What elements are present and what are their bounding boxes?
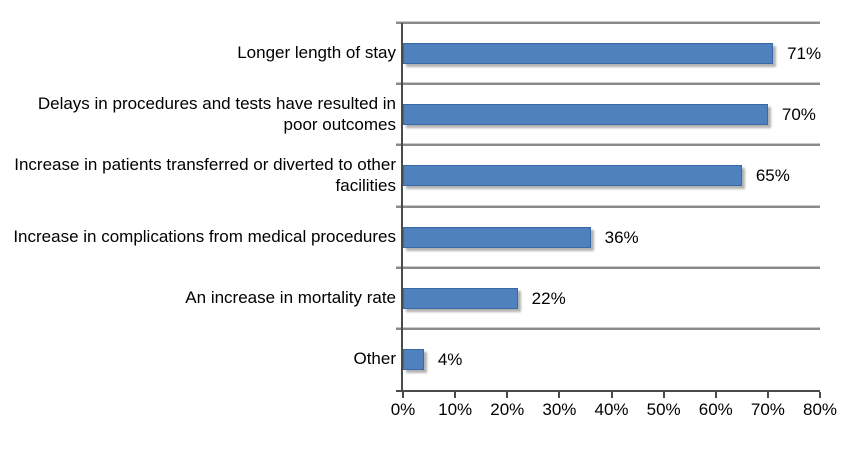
x-axis-tick	[610, 392, 613, 398]
category-label: Longer length of stay	[237, 43, 396, 63]
category-label: An increase in mortality rate	[185, 287, 396, 307]
bar-value-label: 70%	[781, 105, 816, 125]
category-separator-line	[396, 144, 820, 147]
bar-value-label: 22%	[531, 288, 566, 308]
x-axis-tick	[506, 392, 509, 398]
x-axis-tick	[454, 392, 457, 398]
x-axis-tick-label: 60%	[698, 400, 733, 419]
category-label: Increase in patients transferred or dive…	[14, 155, 396, 195]
x-axis-tick	[766, 392, 769, 398]
bar-value-label: 4%	[437, 349, 463, 369]
x-axis-tick	[714, 392, 717, 398]
x-axis-tick-label: 40%	[594, 400, 629, 419]
category-separator-line	[396, 266, 820, 269]
x-axis-tick-label: 20%	[490, 400, 525, 419]
category-label: Delays in procedures and tests have resu…	[37, 94, 396, 134]
bar	[403, 287, 518, 309]
x-axis-tick-label: 10%	[438, 400, 473, 419]
category-label: Other	[353, 349, 396, 369]
bar	[403, 226, 591, 248]
bar-value-label: 65%	[755, 166, 790, 186]
x-axis-tick-label: 70%	[750, 400, 785, 419]
category-separator-line	[396, 205, 820, 208]
bar	[403, 165, 742, 187]
bar	[403, 104, 768, 126]
x-axis-tick-label: 50%	[646, 400, 681, 419]
bar-value-label: 36%	[604, 227, 639, 247]
x-axis-line	[396, 390, 820, 392]
x-axis-tick	[558, 392, 561, 398]
x-axis-tick	[819, 392, 821, 398]
category-separator-line	[396, 83, 820, 86]
bar	[403, 43, 774, 65]
plot-top-border-line	[396, 22, 820, 24]
y-axis-line	[401, 23, 403, 392]
x-axis-tick	[662, 392, 665, 398]
x-axis-tick-label: 80%	[802, 400, 838, 419]
bar	[403, 348, 424, 370]
bar-value-label: 71%	[787, 44, 822, 64]
x-axis-tick-label: 0%	[390, 400, 416, 419]
category-separator-line	[396, 327, 820, 330]
x-axis-tick-label: 30%	[542, 400, 577, 419]
x-axis-tick	[402, 392, 404, 398]
category-label: Increase in complications from medical p…	[13, 226, 396, 246]
